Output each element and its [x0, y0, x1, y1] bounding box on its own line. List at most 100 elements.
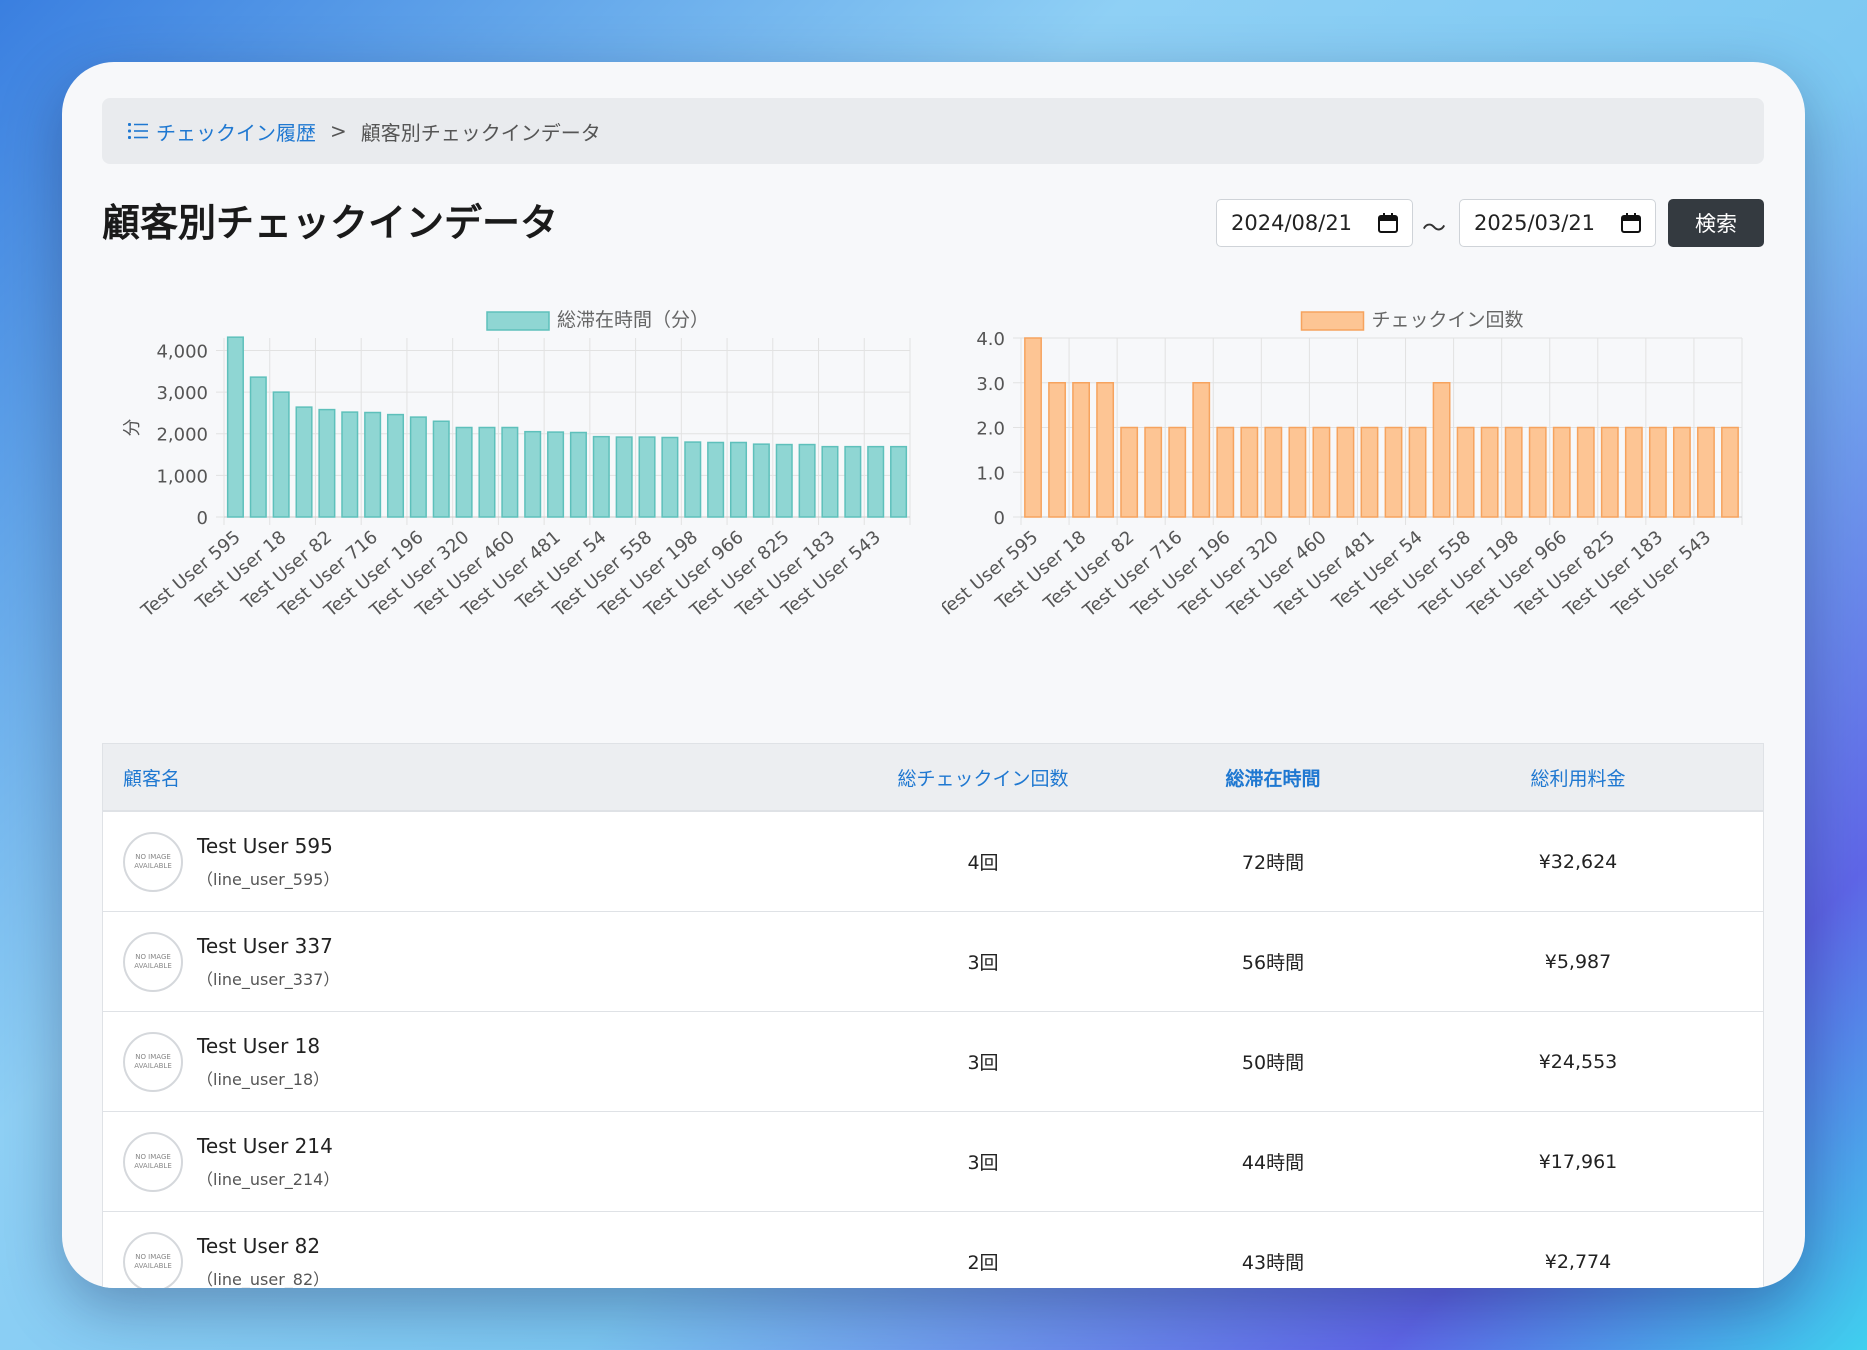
bar[interactable]: [455, 426, 473, 518]
date-to-input[interactable]: 2025/03/21: [1459, 199, 1656, 247]
bar[interactable]: [295, 406, 313, 518]
checkin-count: 3回: [967, 1052, 999, 1074]
date-from-input[interactable]: 2024/08/21: [1216, 199, 1413, 247]
avatar: NO IMAGE AVAILABLE: [123, 1231, 183, 1288]
calendar-icon[interactable]: [1378, 213, 1398, 233]
bar[interactable]: [1096, 382, 1115, 518]
bar[interactable]: [432, 420, 450, 518]
legend[interactable]: チェックイン回数: [1300, 309, 1524, 331]
bar[interactable]: [1168, 426, 1187, 518]
bar[interactable]: [318, 408, 336, 518]
customer-name[interactable]: Test User 82: [197, 1233, 321, 1258]
bar[interactable]: [226, 336, 244, 518]
header-time[interactable]: 総滞在時間: [1225, 767, 1321, 790]
total-fee: ¥5,987: [1544, 950, 1612, 973]
total-fee: ¥2,774: [1544, 1250, 1612, 1273]
bar[interactable]: [798, 443, 816, 518]
customer-name[interactable]: Test User 214: [197, 1133, 333, 1158]
bar[interactable]: [707, 441, 725, 518]
y-axis-label: 分: [122, 419, 143, 437]
bar[interactable]: [1648, 426, 1667, 518]
bar[interactable]: [1264, 426, 1283, 518]
bar[interactable]: [775, 443, 793, 518]
bar[interactable]: [615, 436, 633, 518]
bar[interactable]: [1288, 426, 1307, 518]
bar[interactable]: [890, 445, 908, 518]
header-count[interactable]: 総チェックイン回数: [897, 767, 1069, 790]
bar[interactable]: [684, 441, 702, 518]
date-from-value: 2024/08/21: [1231, 211, 1353, 235]
bar[interactable]: [386, 413, 405, 518]
table-row[interactable]: NO IMAGE AVAILABLE Test User 214 （line_u…: [103, 1112, 1763, 1212]
bar[interactable]: [364, 411, 382, 518]
bar[interactable]: [272, 391, 290, 518]
bar[interactable]: [501, 426, 519, 518]
bar[interactable]: [752, 443, 770, 518]
calendar-icon[interactable]: [1621, 213, 1641, 233]
bar[interactable]: [1120, 426, 1139, 518]
stay-time: 56時間: [1241, 952, 1305, 974]
bar[interactable]: [592, 435, 610, 518]
y-tick-label: 1,000: [156, 466, 208, 487]
table-row[interactable]: NO IMAGE AVAILABLE Test User 337 （line_u…: [103, 912, 1763, 1012]
table-row[interactable]: NO IMAGE AVAILABLE Test User 82 （line_us…: [103, 1212, 1763, 1288]
bar[interactable]: [1480, 426, 1499, 518]
bar[interactable]: [1048, 382, 1066, 518]
bar[interactable]: [1384, 426, 1403, 518]
bar[interactable]: [1360, 426, 1379, 518]
header-fee[interactable]: 総利用料金: [1530, 767, 1626, 790]
bar[interactable]: [1697, 426, 1715, 518]
customer-cell: NO IMAGE AVAILABLE Test User 18 （line_us…: [103, 1031, 843, 1092]
search-button[interactable]: 検索: [1668, 199, 1764, 247]
bar[interactable]: [1528, 426, 1547, 518]
customer-name[interactable]: Test User 18: [197, 1033, 321, 1058]
bar[interactable]: [478, 426, 496, 518]
bar[interactable]: [1024, 337, 1042, 518]
table-row[interactable]: NO IMAGE AVAILABLE Test User 18 （line_us…: [103, 1012, 1763, 1112]
table-row[interactable]: NO IMAGE AVAILABLE Test User 595 （line_u…: [103, 812, 1763, 912]
customer-name[interactable]: Test User 337: [197, 933, 333, 958]
customer-info: Test User 595 （line_user_595）: [197, 834, 339, 890]
bar[interactable]: [1624, 426, 1643, 518]
customer-name[interactable]: Test User 595: [197, 833, 333, 858]
bar[interactable]: [341, 411, 359, 518]
bar[interactable]: [547, 431, 565, 518]
customer-cell: NO IMAGE AVAILABLE Test User 595 （line_u…: [103, 831, 843, 892]
bar[interactable]: [1192, 382, 1211, 518]
bar[interactable]: [1432, 382, 1451, 518]
bar[interactable]: [844, 445, 862, 518]
breadcrumb-link-checkin-history[interactable]: チェックイン履歴: [156, 120, 316, 145]
total-fee: ¥24,553: [1538, 1050, 1618, 1073]
customer-table: 顧客名 総チェックイン回数 総滞在時間 総利用料金 NO IMAGE AVAIL…: [102, 743, 1764, 1288]
bar[interactable]: [1216, 426, 1235, 518]
bar[interactable]: [661, 436, 679, 518]
bar[interactable]: [1576, 426, 1595, 518]
bar[interactable]: [1600, 426, 1619, 518]
bar[interactable]: [1072, 382, 1091, 518]
bar[interactable]: [1456, 426, 1475, 518]
bar[interactable]: [1144, 426, 1163, 518]
bar[interactable]: [1672, 426, 1691, 518]
bar[interactable]: [524, 430, 542, 518]
bar[interactable]: [1504, 426, 1523, 518]
bar[interactable]: [867, 445, 885, 518]
bar[interactable]: [1721, 426, 1739, 518]
bar[interactable]: [1336, 426, 1355, 518]
bar[interactable]: [1240, 426, 1259, 518]
stay-time-chart: 総滞在時間（分） 0 1,000 2,000 3,000 4,000 分 Test User …: [102, 282, 942, 746]
bar[interactable]: [1312, 426, 1331, 518]
bar[interactable]: [409, 416, 427, 518]
bar[interactable]: [249, 376, 267, 518]
bar[interactable]: [729, 441, 748, 518]
avatar-text-1: NO IMAGE: [135, 1252, 171, 1261]
customer-id: （line_user_18）: [197, 1069, 330, 1089]
date-range-tilde: 〜: [1422, 214, 1446, 242]
bar[interactable]: [1552, 426, 1571, 518]
avatar-text-2: AVAILABLE: [134, 1261, 172, 1270]
bar[interactable]: [821, 445, 839, 518]
legend[interactable]: 総滞在時間（分）: [486, 309, 709, 331]
header-name[interactable]: 顧客名: [123, 767, 181, 790]
bar[interactable]: [1408, 426, 1427, 518]
bar[interactable]: [638, 436, 656, 518]
bar[interactable]: [569, 431, 587, 518]
